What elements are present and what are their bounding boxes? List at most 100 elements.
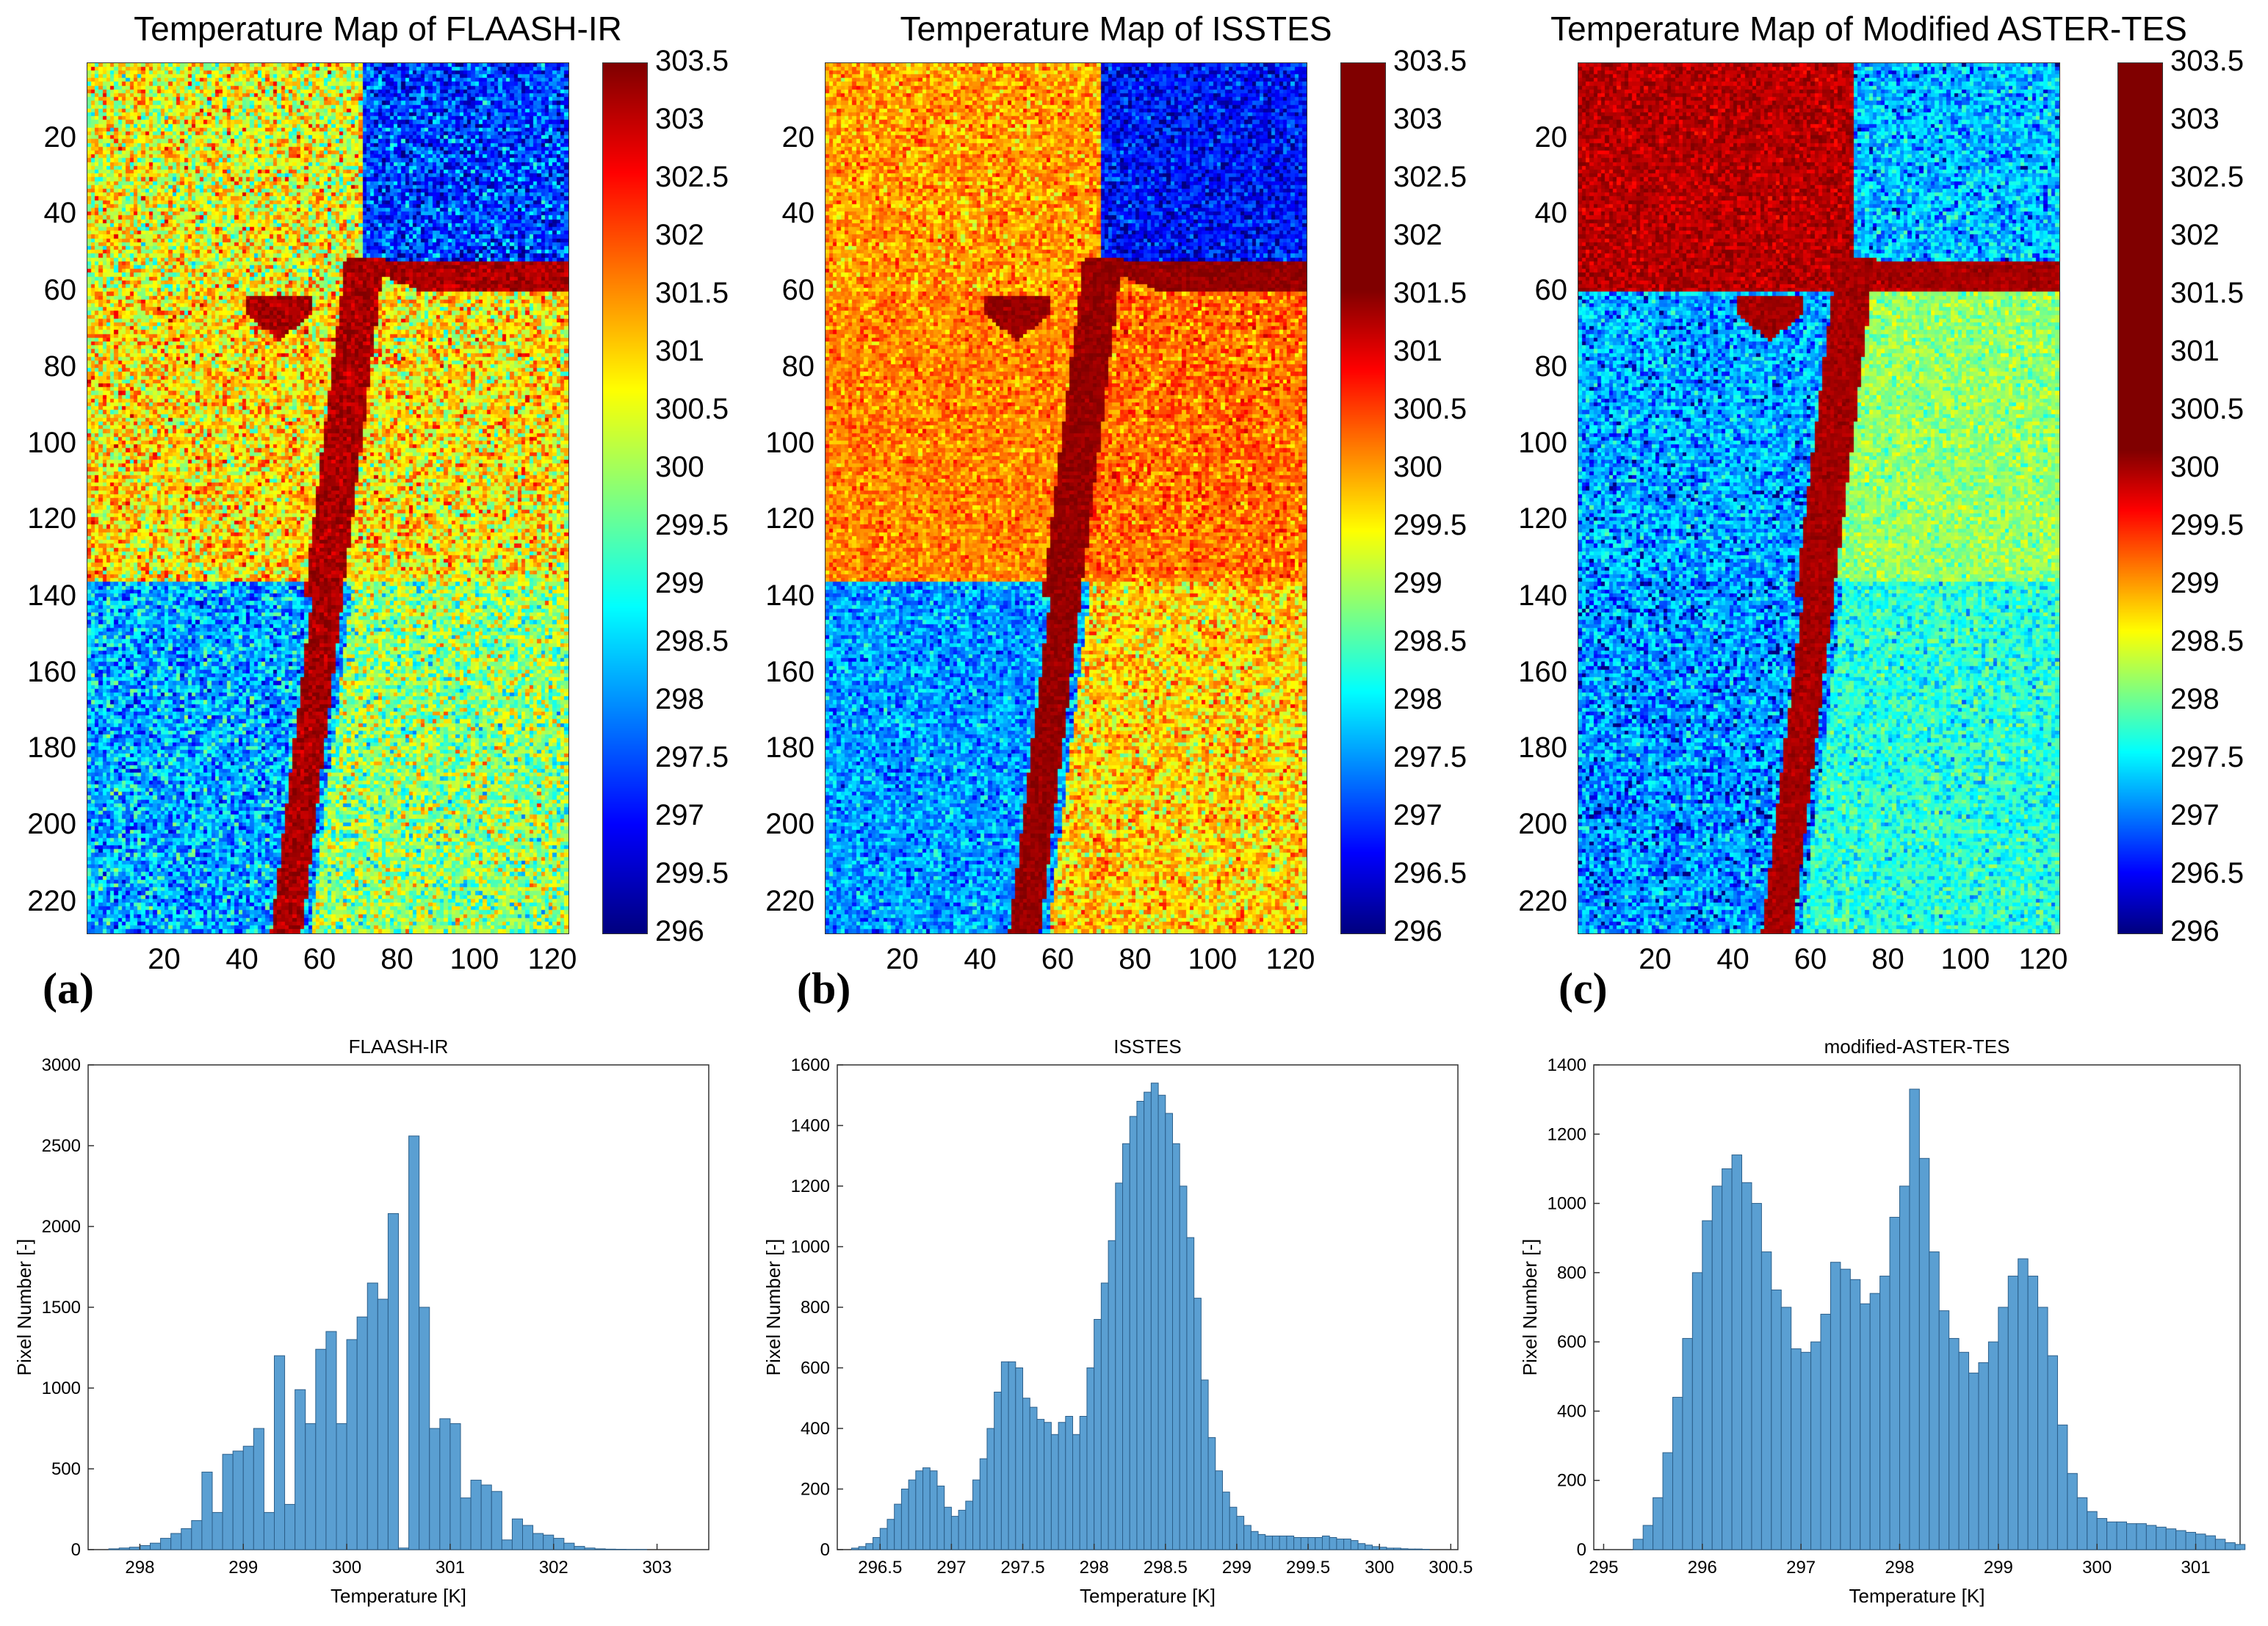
histogram-bar — [1692, 1273, 1702, 1550]
map-y-tick-label: 200 — [27, 808, 76, 841]
map-y-tick-label: 60 — [1535, 274, 1568, 307]
histogram-bar — [1066, 1417, 1073, 1550]
histogram-bar — [171, 1533, 181, 1550]
y-tick-label: 1000 — [791, 1237, 830, 1257]
colorbar-gradient — [1341, 63, 1385, 933]
map-x-tick-label: 100 — [450, 943, 499, 976]
map-y-tick-label: 20 — [782, 121, 815, 154]
colorbar-tick-label: 296 — [1393, 915, 1442, 948]
histogram-bar — [140, 1546, 150, 1550]
map-y-tick-label: 60 — [782, 274, 815, 307]
map-x-tick-label: 120 — [1266, 943, 1315, 976]
histogram-bar — [357, 1317, 367, 1550]
y-tick-label: 0 — [820, 1540, 830, 1560]
y-tick-label: 1400 — [1547, 1055, 1586, 1075]
map-x-tick-label: 20 — [1639, 943, 1672, 976]
histogram-bar — [1860, 1304, 1870, 1550]
histogram-bar — [2186, 1532, 2195, 1550]
histogram-bar — [119, 1548, 129, 1550]
histogram-bar — [1890, 1217, 1899, 1550]
colorbar-tick-label: 302 — [655, 219, 704, 252]
histogram-bar — [1959, 1352, 1968, 1550]
histogram-bar — [450, 1423, 461, 1550]
y-tick-label: 400 — [1557, 1401, 1586, 1421]
colorbar-tick-label: 296.5 — [2170, 857, 2244, 890]
histogram-bar — [1222, 1492, 1229, 1550]
colorbar-tick-label: 297 — [2170, 799, 2220, 832]
colorbar-tick-label: 296 — [655, 915, 704, 948]
histogram-bar — [2137, 1524, 2146, 1550]
histogram-bar — [1044, 1423, 1052, 1550]
y-axis-label: Pixel Number [-] — [1519, 1239, 1541, 1376]
histogram-bar — [1123, 1143, 1130, 1550]
histogram-bar — [1791, 1349, 1801, 1550]
histogram-bar — [543, 1535, 554, 1550]
map-x-tick-label: 100 — [1941, 943, 1990, 976]
x-tick-label: 297 — [1786, 1558, 1816, 1578]
map-y-tick-label: 180 — [27, 731, 76, 765]
histogram-title: modified-ASTER-TES — [1824, 1036, 2010, 1058]
x-tick-label: 300 — [332, 1558, 361, 1578]
histogram-bar — [1194, 1298, 1202, 1550]
map-y-tick-label: 180 — [765, 731, 815, 765]
map-y-tick-label: 140 — [1518, 579, 1567, 613]
map-y-tick-label: 220 — [1518, 885, 1567, 918]
colorbar-gradient — [603, 63, 647, 933]
colorbar — [1340, 62, 1386, 934]
map-y-tick-label: 200 — [765, 808, 815, 841]
histogram-bar — [1329, 1538, 1337, 1550]
histogram-bar — [1158, 1095, 1166, 1550]
histogram-bar — [1116, 1183, 1123, 1550]
map-x-tick-label: 120 — [2019, 943, 2068, 976]
histogram-bar — [1653, 1497, 1663, 1550]
x-axis-label: Temperature [K] — [1080, 1585, 1216, 1607]
map-x-tick-label: 60 — [1041, 943, 1075, 976]
histogram-bar — [994, 1392, 1002, 1550]
map-title: Temperature Map of ISSTES — [738, 9, 1494, 48]
colorbar-tick-label: 299 — [2170, 567, 2220, 600]
histogram-bar — [605, 1549, 615, 1550]
map-y-tick-label: 100 — [765, 427, 815, 460]
histogram-bar — [2235, 1544, 2244, 1550]
map-y-tick-label: 120 — [1518, 502, 1567, 535]
colorbar — [2117, 62, 2163, 934]
histogram-bar — [1761, 1252, 1771, 1550]
histogram-bar — [1301, 1538, 1308, 1550]
histogram-bar — [1830, 1262, 1840, 1550]
histogram-bar — [388, 1213, 398, 1550]
map-y-tick-label: 180 — [1518, 731, 1567, 765]
x-tick-label: 295 — [1589, 1558, 1618, 1578]
histogram-bar — [2067, 1473, 2077, 1550]
histogram-bar — [851, 1548, 859, 1550]
map-y-tick-label: 200 — [1518, 808, 1567, 841]
histogram-bar — [1841, 1269, 1850, 1550]
histogram-bar — [937, 1486, 945, 1550]
map-y-tick-label: 40 — [1535, 197, 1568, 230]
temperature-map-canvas — [1578, 63, 2059, 933]
histogram-bar — [887, 1520, 895, 1550]
histogram-bar — [1351, 1541, 1358, 1550]
histogram-bar — [1008, 1362, 1016, 1550]
y-tick-label: 200 — [801, 1480, 830, 1500]
y-tick-label: 600 — [801, 1359, 830, 1379]
histogram-bar — [973, 1480, 980, 1550]
histogram-bar — [895, 1504, 902, 1550]
histogram-bar — [430, 1428, 440, 1550]
histogram-bar — [1051, 1434, 1058, 1550]
colorbar-tick-label: 301 — [2170, 335, 2220, 368]
histogram-bar — [1294, 1538, 1301, 1550]
histogram-bar — [440, 1419, 450, 1550]
colorbar-tick-label: 301.5 — [2170, 277, 2244, 310]
x-tick-label: 300 — [2082, 1558, 2112, 1578]
histogram-bar — [2087, 1511, 2097, 1550]
colorbar-tick-label: 303.5 — [655, 45, 729, 78]
map-y-tick-label: 20 — [44, 121, 77, 154]
colorbar-tick-label: 298 — [2170, 683, 2220, 716]
map-x-tick-label: 40 — [964, 943, 997, 976]
colorbar-tick-label: 302 — [1393, 219, 1442, 252]
histogram-bar — [1387, 1548, 1394, 1550]
colorbar-tick-label: 298 — [1393, 683, 1442, 716]
colorbar-tick-label: 300.5 — [2170, 393, 2244, 426]
